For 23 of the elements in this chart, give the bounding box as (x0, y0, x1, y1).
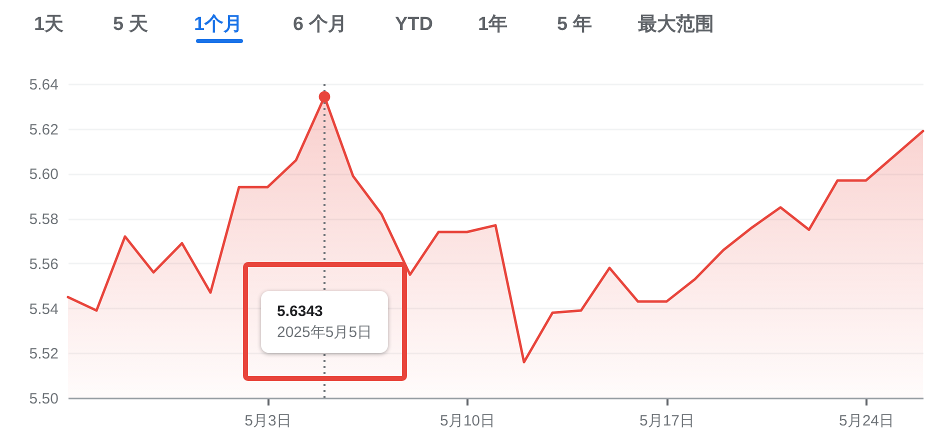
text: 5 年 (557, 13, 592, 37)
y-tick-label: 5.60 (29, 166, 58, 184)
annotation: 2025年5月5日 (277, 323, 372, 343)
text: 最大范围 (638, 13, 714, 37)
x-tick-label: 5月24日 (838, 412, 894, 430)
y-tick-label: 5.64 (29, 76, 58, 94)
y-tick-label: 5.54 (29, 300, 58, 318)
x-tick-label: 5月17日 (639, 412, 695, 430)
x-tick-label: 5月10日 (440, 412, 496, 430)
text: 1个月 (194, 13, 243, 37)
y-tick-label: 5.58 (29, 211, 58, 228)
text: 1年 (478, 13, 508, 37)
tooltip: 5.6343 2025年5月5日 (261, 291, 388, 353)
y-tick-label: 5.62 (29, 121, 58, 138)
y-tick-label: 5.50 (29, 390, 58, 408)
y-tick-label: 5.52 (29, 346, 58, 363)
text: 1天 (34, 13, 64, 37)
y-tick-label: 5.56 (29, 256, 58, 273)
x-tick-label: 5月3日 (244, 412, 292, 430)
text: 5 天 (113, 13, 148, 37)
annotation: 5.6343 (277, 302, 324, 322)
text: YTD (395, 13, 433, 37)
text: 6 个月 (293, 13, 347, 37)
